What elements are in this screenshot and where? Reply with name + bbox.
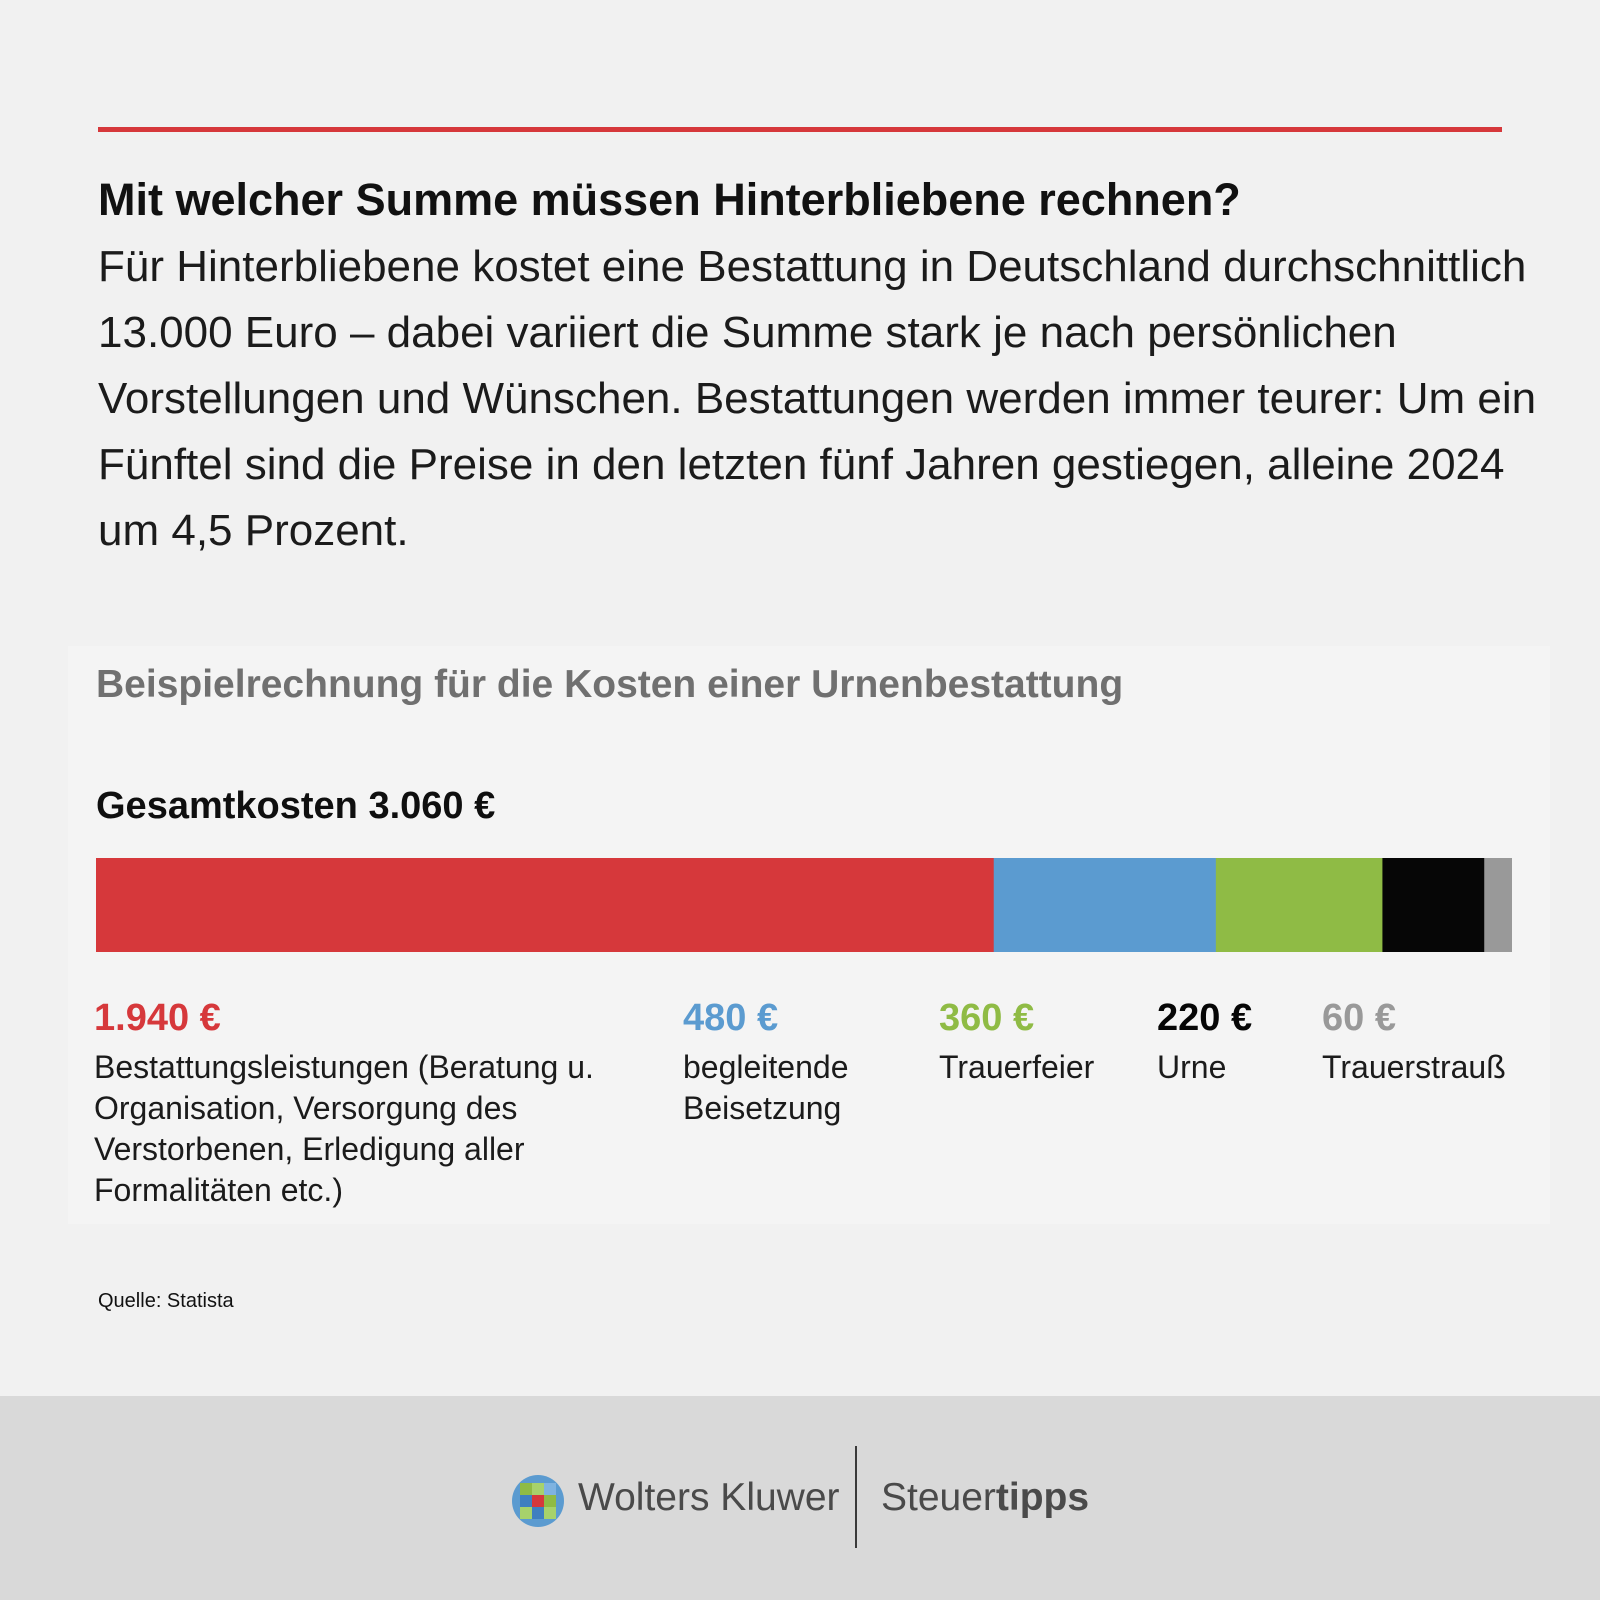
segment-label-urne: 220 € Urne <box>1157 995 1287 1088</box>
lead-paragraph: Für Hinterbliebene kostet eine Bestattun… <box>98 242 1537 555</box>
bar-segment-4 <box>1484 858 1512 952</box>
bar-segment-0 <box>96 858 995 952</box>
segment-label-beisetzung: 480 € begleitende Beisetzung <box>683 995 903 1129</box>
segment-label-trauerstrauss: 60 € Trauerstrauß <box>1322 995 1582 1088</box>
wolters-kluwer-logo-icon <box>512 1475 564 1527</box>
segment-value: 60 € <box>1322 997 1396 1039</box>
footer <box>0 1396 1600 1600</box>
bar-segment-3 <box>1382 858 1485 952</box>
segment-description: begleitende Beisetzung <box>683 1049 849 1126</box>
source-note: Quelle: Statista <box>98 1290 234 1312</box>
bar-segment-2 <box>1215 858 1383 952</box>
segment-value: 220 € <box>1157 997 1253 1039</box>
segment-description: Trauerfeier <box>939 1049 1095 1085</box>
segment-description: Bestattungsleistungen (Beratung u. Organ… <box>94 1049 594 1208</box>
footer-divider <box>855 1446 857 1548</box>
segment-description: Trauerstrauß <box>1322 1049 1506 1085</box>
brand-tipps: tipps <box>995 1476 1090 1519</box>
bar-segment-1 <box>993 858 1217 952</box>
stacked-bar-chart <box>96 858 1512 952</box>
chart-title: Beispielrechnung für die Kosten einer Ur… <box>96 663 1124 706</box>
segment-value: 480 € <box>683 997 779 1039</box>
brand-wolters-kluwer: Wolters Kluwer <box>578 1476 840 1519</box>
total-costs-label: Gesamtkosten 3.060 € <box>96 785 496 827</box>
brand-steuertipps: Steuertipps <box>881 1476 1089 1520</box>
headline: Mit welcher Summe müssen Hinterbliebene … <box>98 174 1241 225</box>
top-accent-rule <box>98 127 1502 132</box>
segment-value: 360 € <box>939 997 1035 1039</box>
segment-description: Urne <box>1157 1049 1227 1085</box>
segment-label-trauerfeier: 360 € Trauerfeier <box>939 995 1139 1088</box>
brand-steuer: Steuer <box>881 1476 996 1519</box>
segment-value: 1.940 € <box>94 997 221 1039</box>
segment-label-bestattungsleistungen: 1.940 € Bestattungsleistungen (Beratung … <box>94 995 614 1211</box>
